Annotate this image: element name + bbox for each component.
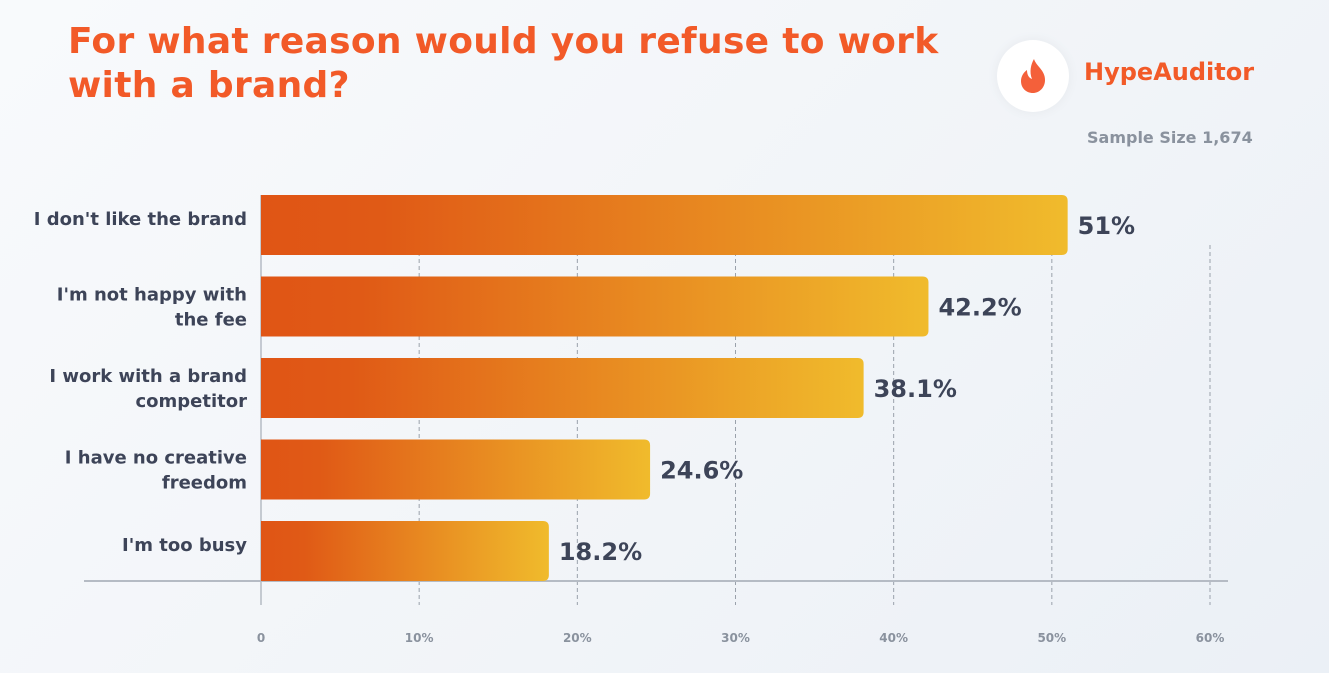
category-label-line: the fee xyxy=(175,310,247,331)
bar xyxy=(261,276,929,337)
value-label: 24.6% xyxy=(660,457,743,485)
category-label-line: I work with a brand xyxy=(49,366,247,387)
x-tick-label: 10% xyxy=(405,631,434,645)
x-tick-label: 60% xyxy=(1196,631,1225,645)
category-label-line: I'm not happy with xyxy=(57,285,247,306)
value-label: 42.2% xyxy=(938,294,1021,322)
flame-icon xyxy=(1021,59,1045,93)
bar xyxy=(261,521,549,581)
logo xyxy=(997,40,1069,112)
category-label-line: I'm too busy xyxy=(122,535,247,556)
category-label: I'm too busy xyxy=(122,535,247,556)
x-tick-label: 50% xyxy=(1037,631,1066,645)
category-label: I don't like the brand xyxy=(34,209,247,230)
category-label-line: competitor xyxy=(135,391,247,412)
bar xyxy=(261,195,1068,255)
value-label: 38.1% xyxy=(874,375,957,403)
category-label-line: freedom xyxy=(162,473,247,494)
category-label-line: I have no creative xyxy=(65,448,247,469)
value-label: 18.2% xyxy=(559,538,642,566)
category-label-line: I don't like the brand xyxy=(34,209,247,230)
chart-title: For what reason would you refuse to work… xyxy=(68,21,939,106)
x-tick-label: 20% xyxy=(563,631,592,645)
x-tick-label: 30% xyxy=(721,631,750,645)
x-tick-label: 40% xyxy=(879,631,908,645)
category-label: I have no creative freedom xyxy=(65,448,247,494)
bar xyxy=(261,439,651,500)
value-label: 51% xyxy=(1078,212,1135,240)
brand-name: HypeAuditor xyxy=(1084,58,1255,86)
x-tick-label: 0 xyxy=(257,631,265,645)
category-label: I work with a brand competitor xyxy=(49,366,247,412)
bar xyxy=(261,358,864,418)
category-label: I'm not happy with the fee xyxy=(57,285,247,331)
sample-size: Sample Size 1,674 xyxy=(1087,128,1253,147)
